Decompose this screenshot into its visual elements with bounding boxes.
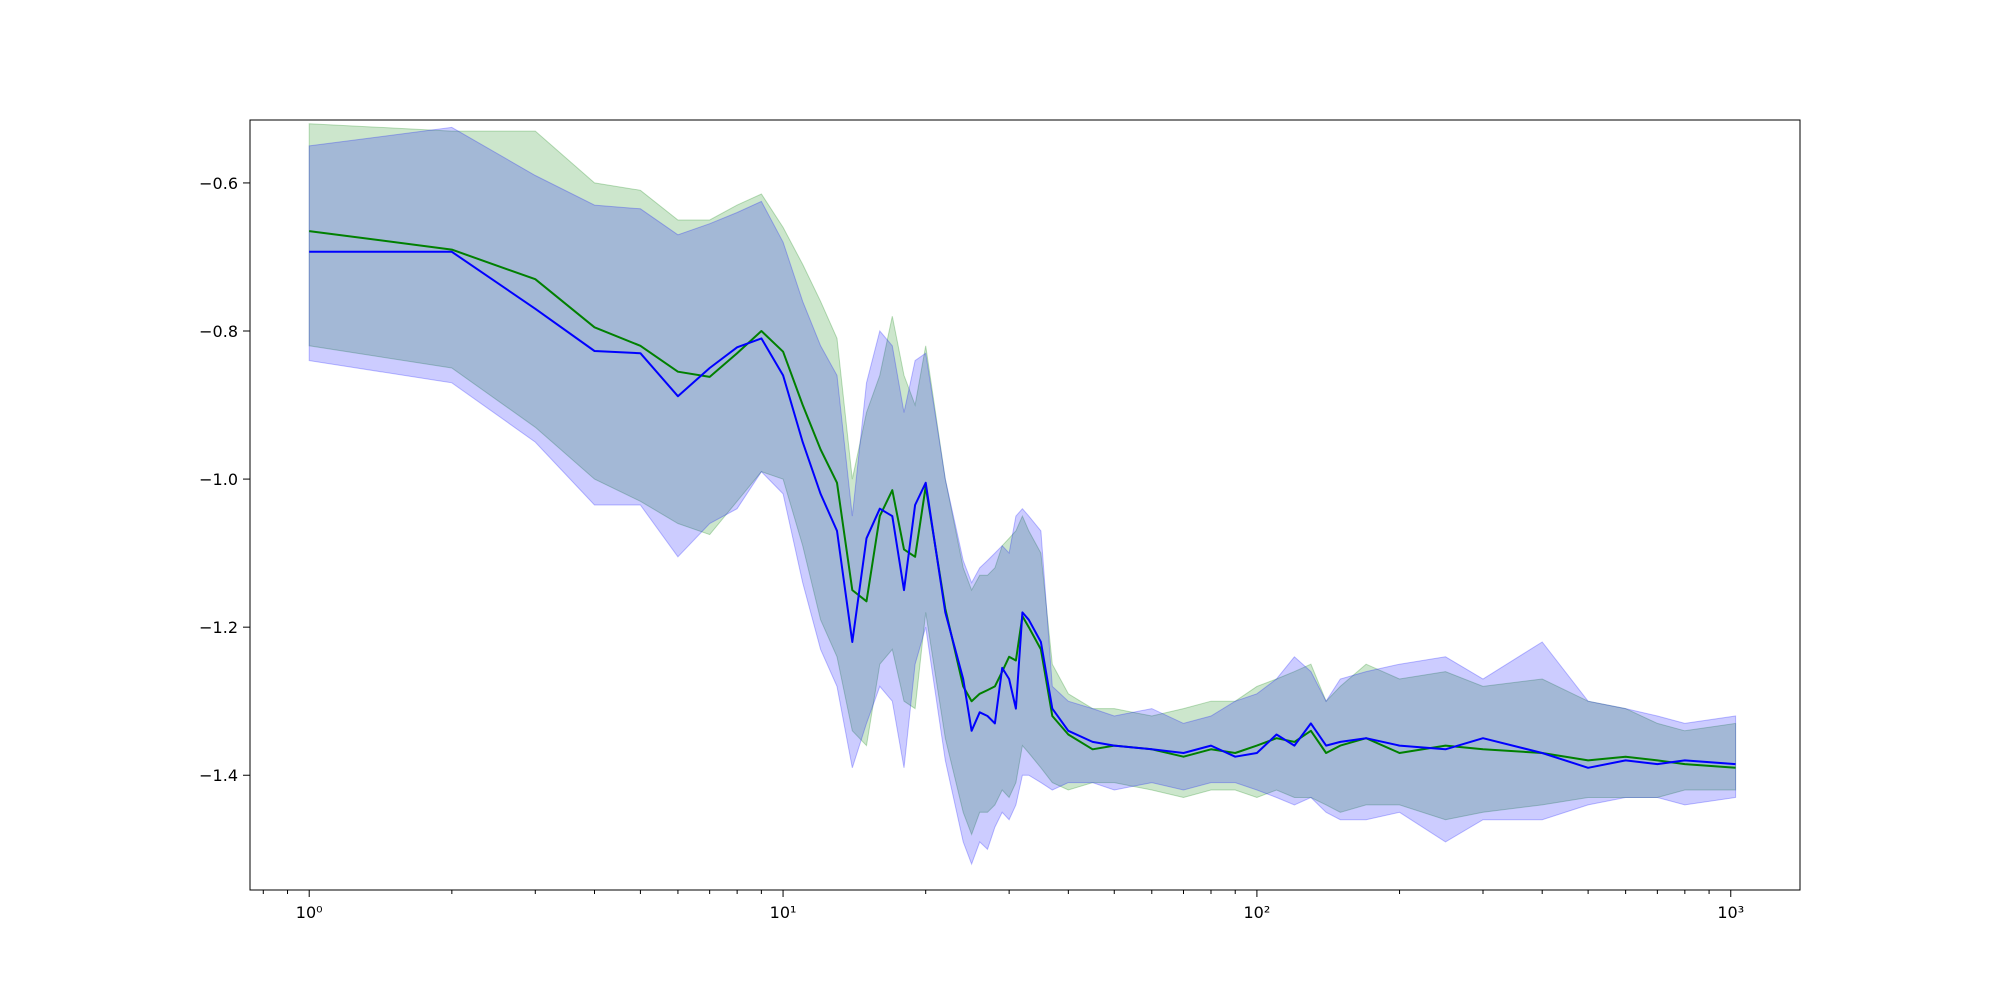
y-tick-label: −0.8 bbox=[199, 322, 238, 341]
y-axis: −0.6 −0.8 −1.0 −1.2 −1.4 bbox=[199, 174, 250, 785]
y-tick-label: −1.4 bbox=[199, 766, 238, 785]
plot-frame bbox=[249, 119, 1801, 891]
series-1-band bbox=[308, 126, 1737, 866]
x-tick-label: 10⁰ bbox=[296, 903, 323, 922]
series-lines bbox=[309, 230, 1736, 769]
series-0-band bbox=[308, 123, 1737, 836]
y-tick-label: −1.0 bbox=[199, 470, 238, 489]
y-tick-label: −1.2 bbox=[199, 618, 238, 637]
x-tick-label: 10³ bbox=[1717, 903, 1744, 922]
series-1-line bbox=[309, 250, 1736, 769]
x-tick-label: 10¹ bbox=[770, 903, 797, 922]
plot-background bbox=[250, 120, 1800, 890]
confidence-bands bbox=[308, 123, 1737, 866]
x-tick-label: 10² bbox=[1244, 903, 1271, 922]
x-axis: 10⁰ 10¹ 10² 10³ bbox=[262, 890, 1744, 922]
y-tick-label: −0.6 bbox=[199, 174, 238, 193]
